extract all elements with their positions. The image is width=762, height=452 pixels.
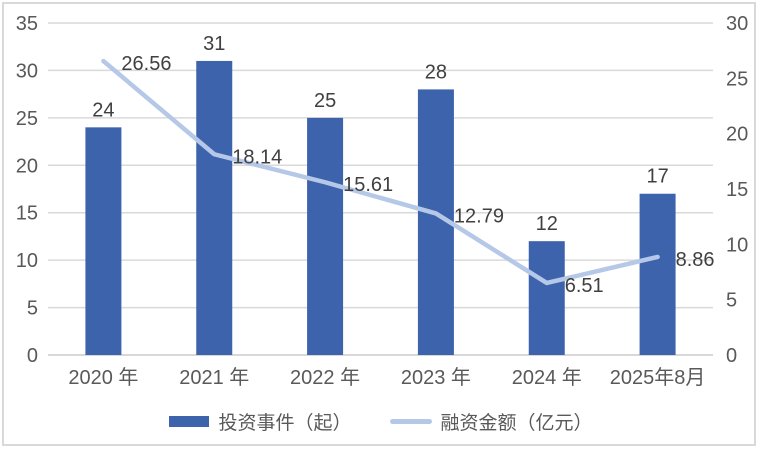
- left-axis-tick: 35: [16, 13, 38, 35]
- line-data-label: 26.56: [121, 53, 171, 75]
- x-axis-label: 2021 年: [179, 366, 249, 389]
- x-axis-label: 2025年8月: [610, 366, 706, 389]
- x-axis-label: 2020 年: [68, 366, 138, 389]
- left-axis-tick: 0: [27, 345, 38, 367]
- x-axis-label: 2023 年: [401, 366, 471, 389]
- bar-data-label: 28: [425, 61, 447, 83]
- line-data-label: 8.86: [676, 249, 715, 271]
- bar-data-label: 24: [92, 99, 114, 121]
- x-axis-label: 2022 年: [290, 366, 360, 389]
- right-axis-tick: 5: [726, 290, 737, 312]
- line-data-label: 12.79: [454, 205, 504, 227]
- right-axis-tick: 0: [726, 345, 737, 367]
- bar-data-label: 17: [646, 166, 668, 188]
- x-axis-label: 2024 年: [512, 366, 582, 389]
- left-axis-tick: 5: [27, 298, 38, 320]
- right-axis-tick: 30: [726, 13, 748, 35]
- bar-2[interactable]: [307, 117, 344, 355]
- line-series[interactable]: [101, 58, 660, 286]
- legend-label-bar-series: 投资事件（起）: [218, 413, 352, 434]
- bar-series-swatch: [169, 416, 210, 427]
- legend-label-line-series: 融资金额（亿元）: [440, 413, 593, 434]
- line-series-swatch: [389, 419, 432, 424]
- bar-5[interactable]: [639, 193, 676, 355]
- left-axis-tick: 10: [16, 250, 38, 272]
- right-axis-tick: 15: [726, 179, 748, 201]
- bar-data-label: 12: [536, 213, 558, 235]
- right-axis-tick: 10: [726, 234, 748, 256]
- left-axis-tick: 20: [16, 155, 38, 177]
- bar-data-label: 31: [203, 33, 225, 55]
- right-axis-tick: 25: [726, 68, 748, 90]
- left-axis-tick: 30: [16, 60, 38, 82]
- bar-0[interactable]: [85, 127, 122, 355]
- bar-data-label: 25: [314, 90, 336, 112]
- bar-1[interactable]: [196, 60, 233, 355]
- left-axis-tick: 25: [16, 108, 38, 130]
- line-data-label: 15.61: [343, 174, 393, 196]
- legend-item-bar-series[interactable]: 投资事件（起）: [169, 408, 352, 435]
- right-axis-tick: 20: [726, 124, 748, 146]
- line-data-label: 18.14: [232, 146, 282, 168]
- chart-legend: 投资事件（起） 融资金额（亿元）: [0, 408, 762, 435]
- bar-4[interactable]: [528, 241, 565, 355]
- legend-item-line-series[interactable]: 融资金额（亿元）: [389, 408, 593, 435]
- left-axis-tick: 15: [16, 203, 38, 225]
- line-data-label: 6.51: [565, 275, 604, 297]
- chart-border: [2, 2, 756, 446]
